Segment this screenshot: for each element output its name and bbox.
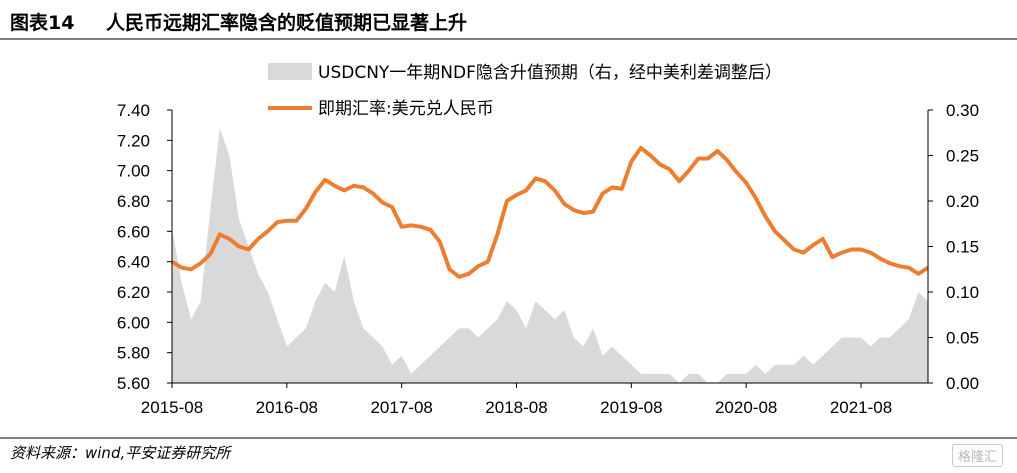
- right-tick-label: 0.05: [946, 329, 979, 348]
- legend-label-ndf: USDCNY一年期NDF隐含升值预期（右，经中美利差调整后）: [318, 63, 782, 83]
- left-tick-label: 5.80: [117, 344, 150, 363]
- spot-line-path: [170, 145, 930, 279]
- x-tick-label: 2018-08: [485, 398, 547, 417]
- ndf-area-path: [172, 128, 928, 383]
- left-tick-label: 5.60: [117, 374, 150, 393]
- right-tick-label: 0.30: [946, 101, 979, 120]
- x-tick-label: 2021-08: [830, 398, 892, 417]
- right-tick-label: 0.20: [946, 192, 979, 211]
- left-tick-label: 6.60: [117, 222, 150, 241]
- left-tick-label: 6.80: [117, 192, 150, 211]
- left-tick-label: 6.40: [117, 253, 150, 272]
- ndf-area-layer: [172, 128, 928, 383]
- legend-swatch-ndf: [268, 63, 312, 80]
- right-tick-label: 0.15: [946, 238, 979, 257]
- x-tick-label: 2015-08: [141, 398, 203, 417]
- chart-svg: 5.60 5.80 6.00 6.20 6.40 6.60 6.80 7.00 7.20 7.40…: [117, 63, 979, 417]
- footer-divider: [0, 437, 1017, 439]
- left-tick-label: 7.20: [117, 131, 150, 150]
- x-tick-label: 2017-08: [370, 398, 432, 417]
- watermark-logo: 格隆汇: [951, 444, 1003, 467]
- right-tick-label: 0.10: [946, 283, 979, 302]
- figure-title: 人民币远期汇率隐含的贬值预期已显著上升: [106, 12, 468, 34]
- x-tick-label: 2019-08: [600, 398, 662, 417]
- source-note: 资料来源：wind,平安证券研究所: [10, 444, 231, 462]
- spot-line-layer: [170, 145, 930, 279]
- right-tick-label: 0.25: [946, 147, 979, 166]
- x-tick-label: 2020-08: [715, 398, 777, 417]
- legend: USDCNY一年期NDF隐含升值预期（右，经中美利差调整后） 即期汇率:美元兑人…: [268, 63, 782, 119]
- left-tick-label: 7.00: [117, 162, 150, 181]
- axes: 5.60 5.80 6.00 6.20 6.40 6.60 6.80 7.00 7.20 7.40…: [117, 101, 979, 417]
- right-tick-label: 0.00: [946, 374, 979, 393]
- figure-number: 图表14: [10, 12, 75, 34]
- figure-title-bar: 图表14 人民币远期汇率隐含的贬值预期已显著上升: [0, 0, 1017, 40]
- left-tick-label: 7.40: [117, 101, 150, 120]
- left-tick-label: 6.00: [117, 313, 150, 332]
- left-tick-label: 6.20: [117, 283, 150, 302]
- x-tick-label: 2016-08: [256, 398, 318, 417]
- legend-label-spot: 即期汇率:美元兑人民币: [318, 99, 494, 119]
